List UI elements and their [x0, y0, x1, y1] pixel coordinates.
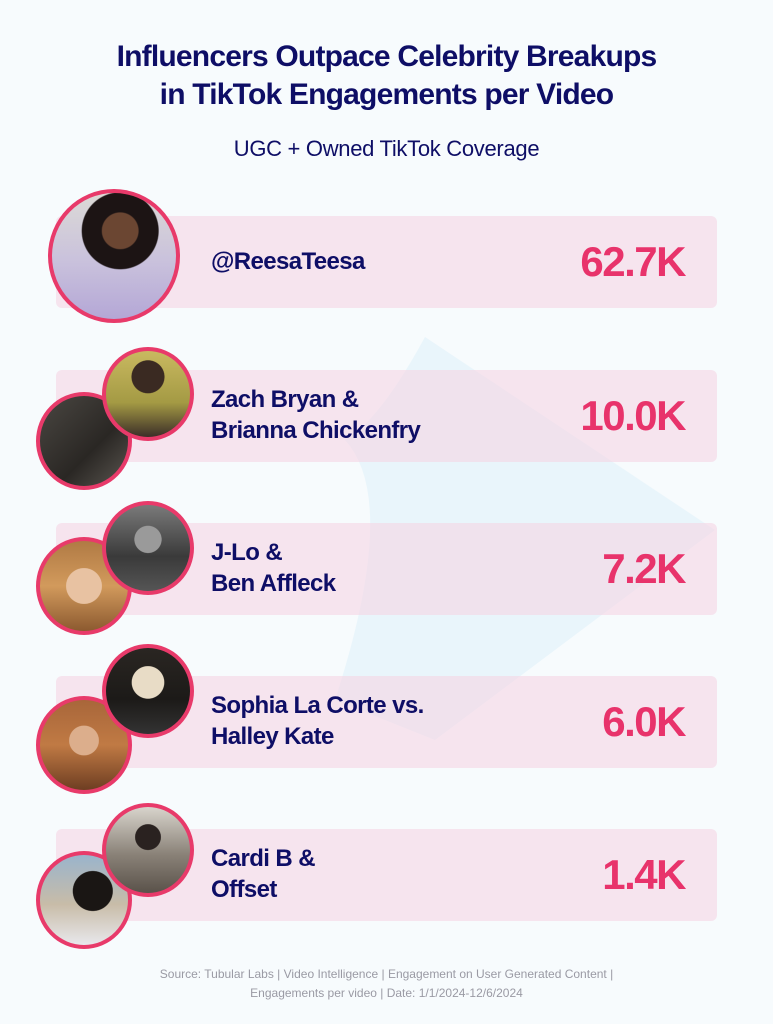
row-label: Sophia La Corte vs. Halley Kate: [211, 690, 424, 752]
row-value: 1.4K: [602, 851, 686, 898]
title-line-2: in TikTok Engagements per Video: [159, 78, 614, 111]
source-footnote: Source: Tubular Labs | Video Intelligenc…: [0, 965, 773, 1003]
row-value: 62.7K: [580, 238, 686, 285]
avatar-brianna-chickenfry: [102, 347, 194, 441]
row-label: @ReesaTeesa: [211, 246, 365, 277]
avatar-reesateesa: [48, 189, 180, 323]
footnote-line-2: Engagements per video | Date: 1/1/2024-1…: [250, 986, 523, 1000]
avatar-cardi-b: [36, 851, 132, 949]
label-line-1: Cardi B &: [211, 845, 316, 872]
row-value: 7.2K: [602, 545, 686, 592]
row-label: Cardi B & Offset: [211, 843, 316, 905]
label-line-1: J-Lo &: [211, 539, 283, 566]
chart-title: Influencers Outpace Celebrity Breakups i…: [0, 38, 773, 114]
label-line-1: Sophia La Corte vs.: [211, 692, 424, 719]
avatar-sophia-la-corte: [102, 644, 194, 738]
chart-subtitle: UGC + Owned TikTok Coverage: [233, 136, 540, 161]
row-label: Zach Bryan & Brianna Chickenfry: [211, 384, 421, 446]
title-line-1: Influencers Outpace Celebrity Breakups: [116, 40, 658, 73]
row-value: 10.0K: [580, 392, 686, 439]
label-line-1: Zach Bryan &: [211, 386, 359, 413]
label-line-1: @ReesaTeesa: [211, 248, 365, 275]
label-line-2: Brianna Chickenfry: [211, 417, 421, 444]
footnote-line-1: Source: Tubular Labs | Video Intelligenc…: [159, 967, 614, 981]
row-value: 6.0K: [602, 698, 686, 745]
row-label: J-Lo & Ben Affleck: [211, 537, 336, 599]
avatar-ben-affleck: [102, 501, 194, 595]
avatar-offset: [102, 803, 194, 897]
label-line-2: Halley Kate: [211, 723, 334, 750]
label-line-2: Offset: [211, 876, 277, 903]
label-line-2: Ben Affleck: [211, 570, 336, 597]
